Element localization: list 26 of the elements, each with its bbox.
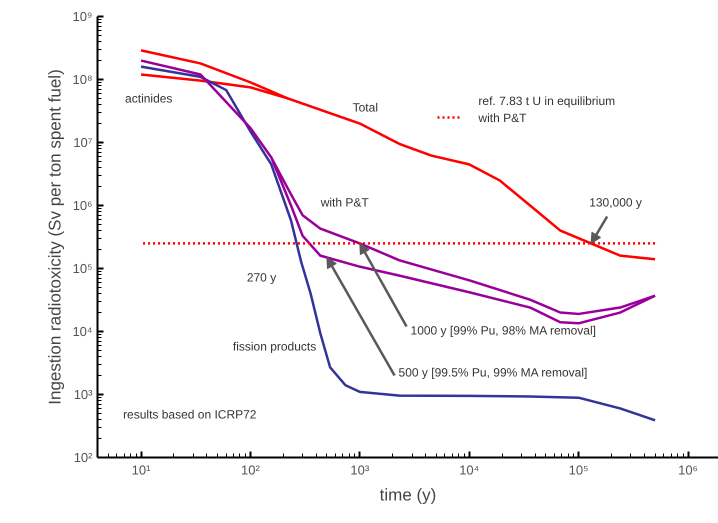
y-tick-label: 10⁵	[72, 261, 93, 276]
x-tick-label: 10¹	[132, 462, 152, 478]
y-tick-label: 10²	[74, 450, 94, 465]
annotation: 270 y	[246, 270, 276, 284]
x-tick-label: 10³	[350, 462, 370, 478]
annotation: with P&T	[320, 196, 370, 210]
series-label: Total	[352, 100, 378, 114]
x-tick-label: 10²	[241, 462, 260, 478]
annotation: 500 y [99.5% Pu, 99% MA removal]	[398, 366, 588, 380]
y-axis-title: Ingestion radiotoxicity (Sv per ton spent fuel)	[45, 69, 64, 405]
y-tick-label: 10⁷	[73, 135, 93, 150]
x-tick-label: 10⁵	[568, 462, 589, 478]
y-tick-label: 10⁴	[72, 324, 92, 339]
y-tick-label: 10⁶	[72, 198, 92, 213]
series-label: fission products	[232, 340, 316, 354]
legend-label: ref. 7.83 t U in equilibrium with P&T	[477, 94, 616, 125]
series-label: actinides	[125, 92, 172, 106]
x-tick-label: 10⁴	[459, 462, 480, 478]
x-tick-label: 10⁶	[678, 462, 698, 478]
y-tick-label: 10³	[74, 387, 94, 402]
annotation: 1000 y [99% Pu, 98% MA removal]	[410, 324, 596, 338]
y-tick-label: 10⁸	[72, 72, 93, 87]
y-tick-label: 10⁹	[72, 9, 93, 24]
x-axis-title: time (y)	[380, 486, 436, 504]
annotation: results based on ICRP72	[123, 408, 257, 422]
annotation: 130,000 y	[589, 196, 642, 210]
